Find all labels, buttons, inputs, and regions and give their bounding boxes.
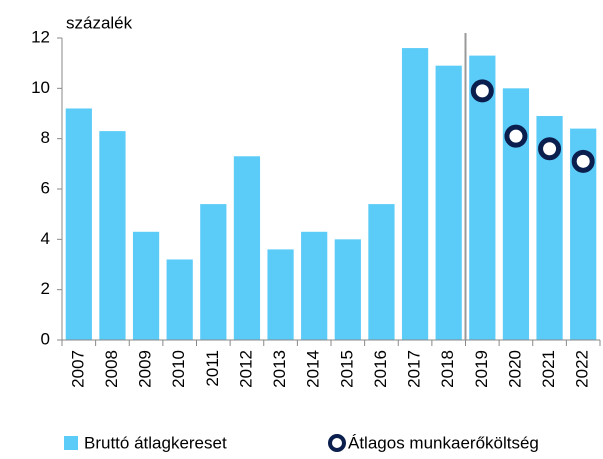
x-tick-label: 2007 [68, 350, 87, 388]
x-tick-label: 2009 [136, 350, 155, 388]
x-tick-label: 2017 [405, 350, 424, 388]
bar [200, 204, 227, 340]
bar [132, 231, 160, 340]
legend-swatch [64, 436, 78, 450]
y-tick-label: 4 [41, 229, 50, 248]
bar [99, 131, 126, 340]
marker [538, 137, 562, 161]
bar [233, 156, 261, 340]
x-tick-label: 2019 [472, 350, 491, 388]
bar [166, 259, 193, 340]
x-tick-label: 2022 [573, 350, 592, 388]
bar [301, 231, 328, 340]
bar [469, 55, 496, 340]
bar [267, 249, 294, 340]
bar [435, 65, 462, 340]
bar [401, 48, 429, 341]
y-tick-label: 2 [41, 279, 50, 298]
bar [65, 108, 92, 340]
x-tick-label: 2011 [203, 350, 222, 387]
y-tick-label: 6 [41, 178, 50, 197]
bar [368, 204, 395, 340]
x-tick-label: 2010 [169, 350, 188, 388]
y-tick-label: 8 [41, 128, 50, 147]
x-tick-label: 2012 [236, 350, 255, 388]
y-axis-label: százalék [66, 13, 133, 32]
marker [470, 79, 494, 103]
x-tick-label: 2021 [539, 350, 558, 388]
legend-swatch [328, 434, 346, 452]
x-tick-label: 2016 [371, 350, 390, 388]
marker [504, 124, 528, 148]
y-tick-label: 12 [31, 27, 50, 46]
x-tick-label: 2014 [304, 350, 323, 388]
y-tick-label: 10 [31, 78, 50, 97]
y-tick-label: 0 [41, 329, 50, 348]
x-tick-label: 2018 [438, 350, 457, 388]
x-tick-label: 2015 [337, 350, 356, 388]
legend-label: Bruttó átlagkereset [84, 433, 227, 452]
marker [571, 149, 595, 173]
x-tick-label: 2008 [102, 350, 121, 388]
legend-label: Átlagos munkaerőköltség [348, 433, 539, 452]
bar [334, 239, 361, 340]
x-tick-label: 2020 [505, 350, 524, 388]
x-tick-label: 2013 [270, 350, 289, 388]
